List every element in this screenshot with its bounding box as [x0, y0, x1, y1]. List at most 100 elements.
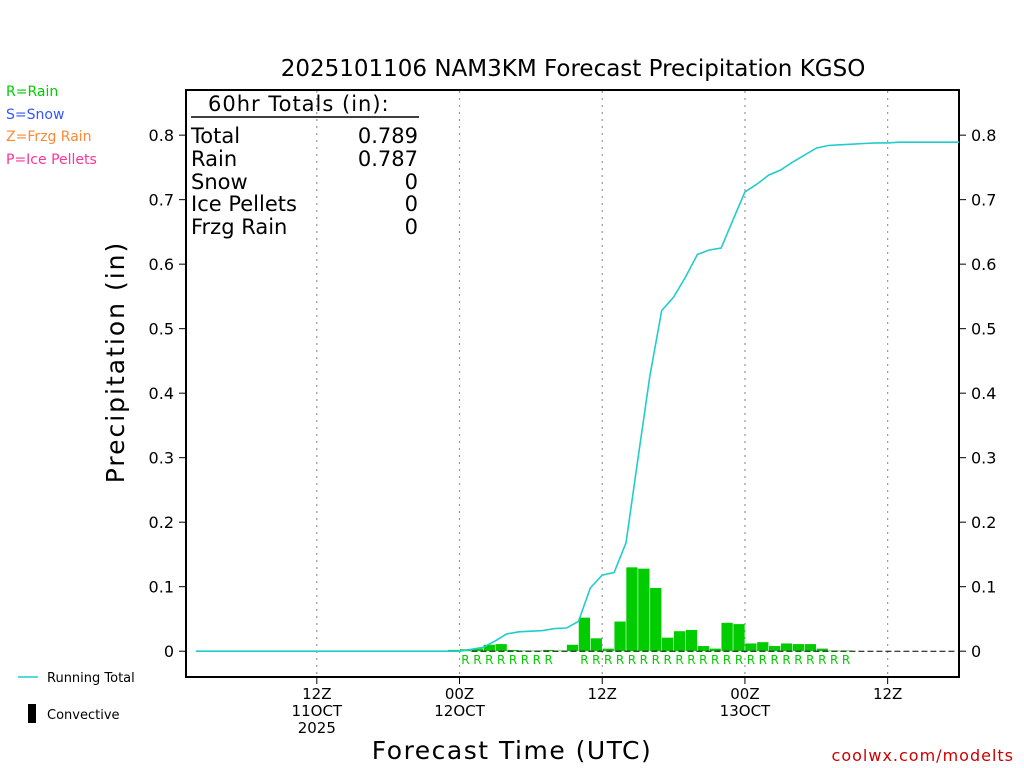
totals-label-total: Total — [190, 124, 240, 148]
y-tick-label-left: 0.2 — [149, 513, 174, 532]
rain-marker: R — [485, 653, 493, 667]
y-tick-label-left: 0.7 — [149, 191, 174, 210]
precip-bar — [661, 637, 674, 652]
rain-marker: R — [675, 653, 683, 667]
rain-marker: R — [663, 653, 671, 667]
rain-marker: R — [818, 653, 826, 667]
chart-title: 2025101106 NAM3KM Forecast Precipitation… — [281, 56, 866, 82]
precip-bar — [650, 587, 662, 652]
rain-marker: R — [770, 653, 778, 667]
x-tick-label: 12Z — [588, 685, 617, 703]
totals-value-total: 0.789 — [358, 124, 418, 148]
precip-bar — [483, 644, 495, 652]
rain-marker: R — [806, 653, 814, 667]
precip-bar — [709, 648, 721, 652]
rain-marker: R — [687, 653, 695, 667]
rain-marker: R — [759, 653, 767, 667]
rain-marker: R — [545, 653, 553, 667]
ptype-legend: R=Rain S=Snow Z=Frzg Rain P=Ice Pellets — [6, 84, 97, 168]
x-tick-label: 12Z — [302, 685, 331, 703]
y-tick-label-right: 0.2 — [971, 513, 996, 532]
totals-label-frzg-rain: Frzg Rain — [191, 215, 287, 239]
y-tick-label-right: 0.8 — [971, 126, 996, 145]
precip-bar — [745, 643, 757, 652]
y-tick-label-right: 0.3 — [971, 449, 996, 468]
precip-bar — [757, 642, 769, 652]
totals-label-rain: Rain — [191, 147, 237, 171]
y-tick-label-left: 0 — [164, 642, 174, 661]
rain-marker: R — [842, 653, 850, 667]
precip-bar — [566, 644, 579, 652]
series-legend: Running Total Convective — [18, 671, 135, 723]
rain-marker: R — [699, 653, 707, 667]
running-total-legend-label: Running Total — [47, 671, 135, 686]
rain-marker: R — [521, 653, 529, 667]
precip-bar — [578, 617, 591, 652]
x-tick-label: 2025 — [298, 719, 336, 737]
precip-bar — [780, 643, 793, 652]
y-tick-label-left: 0.4 — [149, 384, 174, 403]
precip-bar — [614, 621, 626, 652]
x-tick-label: 12Z — [873, 685, 902, 703]
totals-label-ice-pellets: Ice Pellets — [191, 192, 297, 216]
y-tick-label-right: 0.4 — [971, 384, 996, 403]
legend-snow: S=Snow — [6, 107, 64, 123]
precip-bar — [697, 646, 709, 652]
rain-marker: R — [533, 653, 541, 667]
precip-bar — [519, 650, 531, 652]
rain-marker: R — [497, 653, 505, 667]
y-tick-label-left: 0.1 — [149, 578, 174, 597]
precip-bar — [769, 646, 781, 652]
rain-marker: R — [461, 653, 469, 667]
totals-header: 60hr Totals (in): — [208, 92, 390, 116]
x-axis-title: Forecast Time (UTC) — [372, 736, 652, 765]
convective-swatch — [28, 704, 36, 723]
precip-bar — [804, 644, 816, 652]
rain-marker: R — [652, 653, 660, 667]
rain-marker: R — [592, 653, 600, 667]
rain-marker: R — [747, 653, 755, 667]
precip-bar — [507, 649, 519, 652]
precip-bar — [626, 567, 638, 652]
rain-marker: R — [794, 653, 802, 667]
precip-bar — [721, 622, 733, 652]
totals-value-frzg-rain: 0 — [405, 215, 418, 239]
rain-marker: R — [830, 653, 838, 667]
x-tick-label: 12OCT — [434, 702, 485, 720]
running-total-line — [196, 141, 959, 653]
x-tick-label: 00Z — [445, 685, 474, 703]
rain-marker: R — [604, 653, 612, 667]
plot-frame — [185, 89, 960, 678]
y-tick-label-right: 0.5 — [971, 320, 996, 339]
rain-marker: R — [782, 653, 790, 667]
precip-bar — [733, 624, 745, 652]
rain-marker: R — [735, 653, 743, 667]
precip-bar — [554, 650, 567, 652]
legend-rain: R=Rain — [6, 84, 58, 100]
rain-marker: R — [509, 653, 517, 667]
bar-series — [447, 567, 852, 652]
legend-ice-pellets: P=Ice Pellets — [6, 152, 97, 168]
rain-marker: R — [711, 653, 719, 667]
x-tick-label: 00Z — [730, 685, 759, 703]
y-tick-label-right: 0.1 — [971, 578, 996, 597]
vertical-gridlines — [316, 91, 889, 676]
totals-label-snow: Snow — [191, 170, 248, 194]
precip-bar — [471, 648, 484, 652]
precip-bar — [495, 644, 507, 652]
y-tick-label-left: 0.3 — [149, 449, 174, 468]
rain-marker: R — [628, 653, 636, 667]
totals-box: 60hr Totals (in): Total 0.789 Rain 0.787… — [190, 92, 419, 239]
precip-bar — [816, 648, 828, 652]
y-tick-label-right: 0 — [971, 642, 981, 661]
precip-bar — [673, 631, 686, 652]
credit-text: coolwx.com/modelts — [832, 746, 1014, 765]
convective-legend-label: Convective — [47, 708, 120, 723]
legend-frzg-rain: Z=Frzg Rain — [6, 129, 92, 145]
rain-marker: R — [473, 653, 481, 667]
rain-marker: R — [580, 653, 588, 667]
rain-marker: R — [616, 653, 624, 667]
precip-bar — [638, 568, 650, 652]
